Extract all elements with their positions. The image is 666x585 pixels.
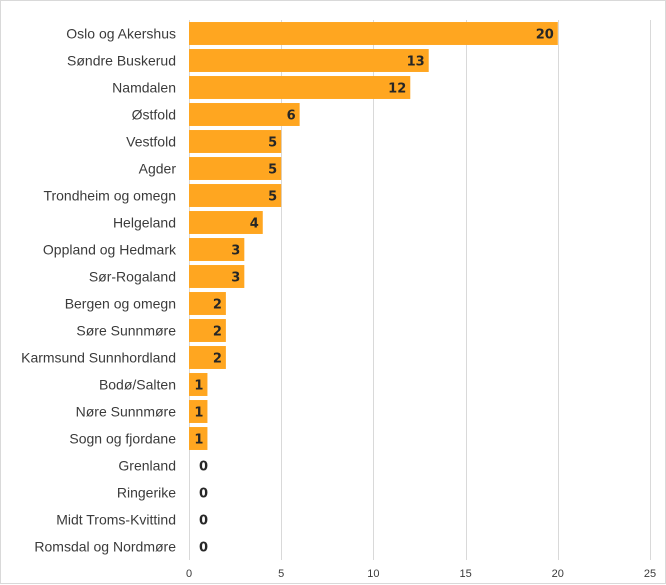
data-label: 0: [199, 541, 208, 556]
category-label: Grenland: [118, 458, 176, 474]
category-label: Østfold: [132, 107, 176, 123]
category-label: Søndre Buskerud: [67, 53, 176, 69]
bar: [189, 103, 300, 126]
bar: [189, 400, 208, 423]
data-label: 13: [407, 55, 425, 70]
bar: [189, 211, 263, 234]
data-label: 1: [194, 433, 203, 448]
x-tick-label: 5: [278, 568, 284, 580]
bars: [189, 22, 558, 450]
data-label: 3: [231, 244, 240, 259]
bar: [189, 292, 226, 315]
category-label: Sogn og fjordane: [69, 431, 176, 447]
data-label: 0: [199, 460, 208, 475]
x-tick-label: 10: [367, 568, 379, 580]
category-label: Sør-Rogaland: [89, 269, 176, 285]
bar: [189, 373, 208, 396]
x-tick-label: 25: [644, 568, 656, 580]
category-label: Nøre Sunnmøre: [76, 404, 177, 420]
data-label: 1: [194, 379, 203, 394]
data-label: 5: [268, 190, 277, 205]
data-label: 5: [268, 163, 277, 178]
data-label: 12: [388, 82, 406, 97]
gridlines: [189, 20, 651, 560]
bar: [189, 238, 245, 261]
category-label: Bodø/Salten: [99, 377, 176, 393]
bar: [189, 22, 558, 45]
data-label: 4: [250, 217, 259, 232]
data-label: 6: [287, 109, 296, 124]
category-label: Bergen og omegn: [65, 296, 176, 312]
bar: [189, 265, 245, 288]
category-label: Trondheim og omegn: [43, 188, 176, 204]
category-label: Ringerike: [117, 485, 176, 501]
category-labels: Oslo og Akershus Søndre Buskerud Namdalen Ø…: [21, 26, 177, 555]
bar: [189, 76, 411, 99]
data-label: 0: [199, 487, 208, 502]
bar: [189, 346, 226, 369]
data-label: 3: [231, 271, 240, 286]
bar: [189, 427, 208, 450]
data-label: 0: [199, 514, 208, 529]
category-label: Vestfold: [126, 134, 176, 150]
bar: [189, 130, 282, 153]
category-label: Romsdal og Nordmøre: [34, 539, 176, 555]
data-label: 2: [213, 325, 222, 340]
x-tick-label: 15: [459, 568, 471, 580]
category-label: Søre Sunnmøre: [76, 323, 176, 339]
bar: [189, 157, 282, 180]
bar: [189, 49, 429, 72]
category-label: Karmsund Sunnhordland: [21, 350, 176, 366]
x-tick-label: 20: [552, 568, 564, 580]
category-label: Namdalen: [112, 80, 176, 96]
bar: [189, 319, 226, 342]
data-label: 20: [536, 28, 554, 43]
bar: [189, 184, 282, 207]
x-tick-label: 0: [186, 568, 192, 580]
category-label: Helgeland: [113, 215, 176, 231]
x-axis-tick-labels: 0 5 10 15 20 25: [186, 568, 656, 580]
data-label: 5: [268, 136, 277, 151]
data-label: 1: [194, 406, 203, 421]
data-label: 2: [213, 298, 222, 313]
category-label: Oppland og Hedmark: [43, 242, 177, 258]
category-label: Agder: [139, 161, 177, 177]
data-label: 2: [213, 352, 222, 367]
category-label: Oslo og Akershus: [66, 26, 176, 42]
category-label: Midt Troms-Kvittind: [56, 512, 176, 528]
